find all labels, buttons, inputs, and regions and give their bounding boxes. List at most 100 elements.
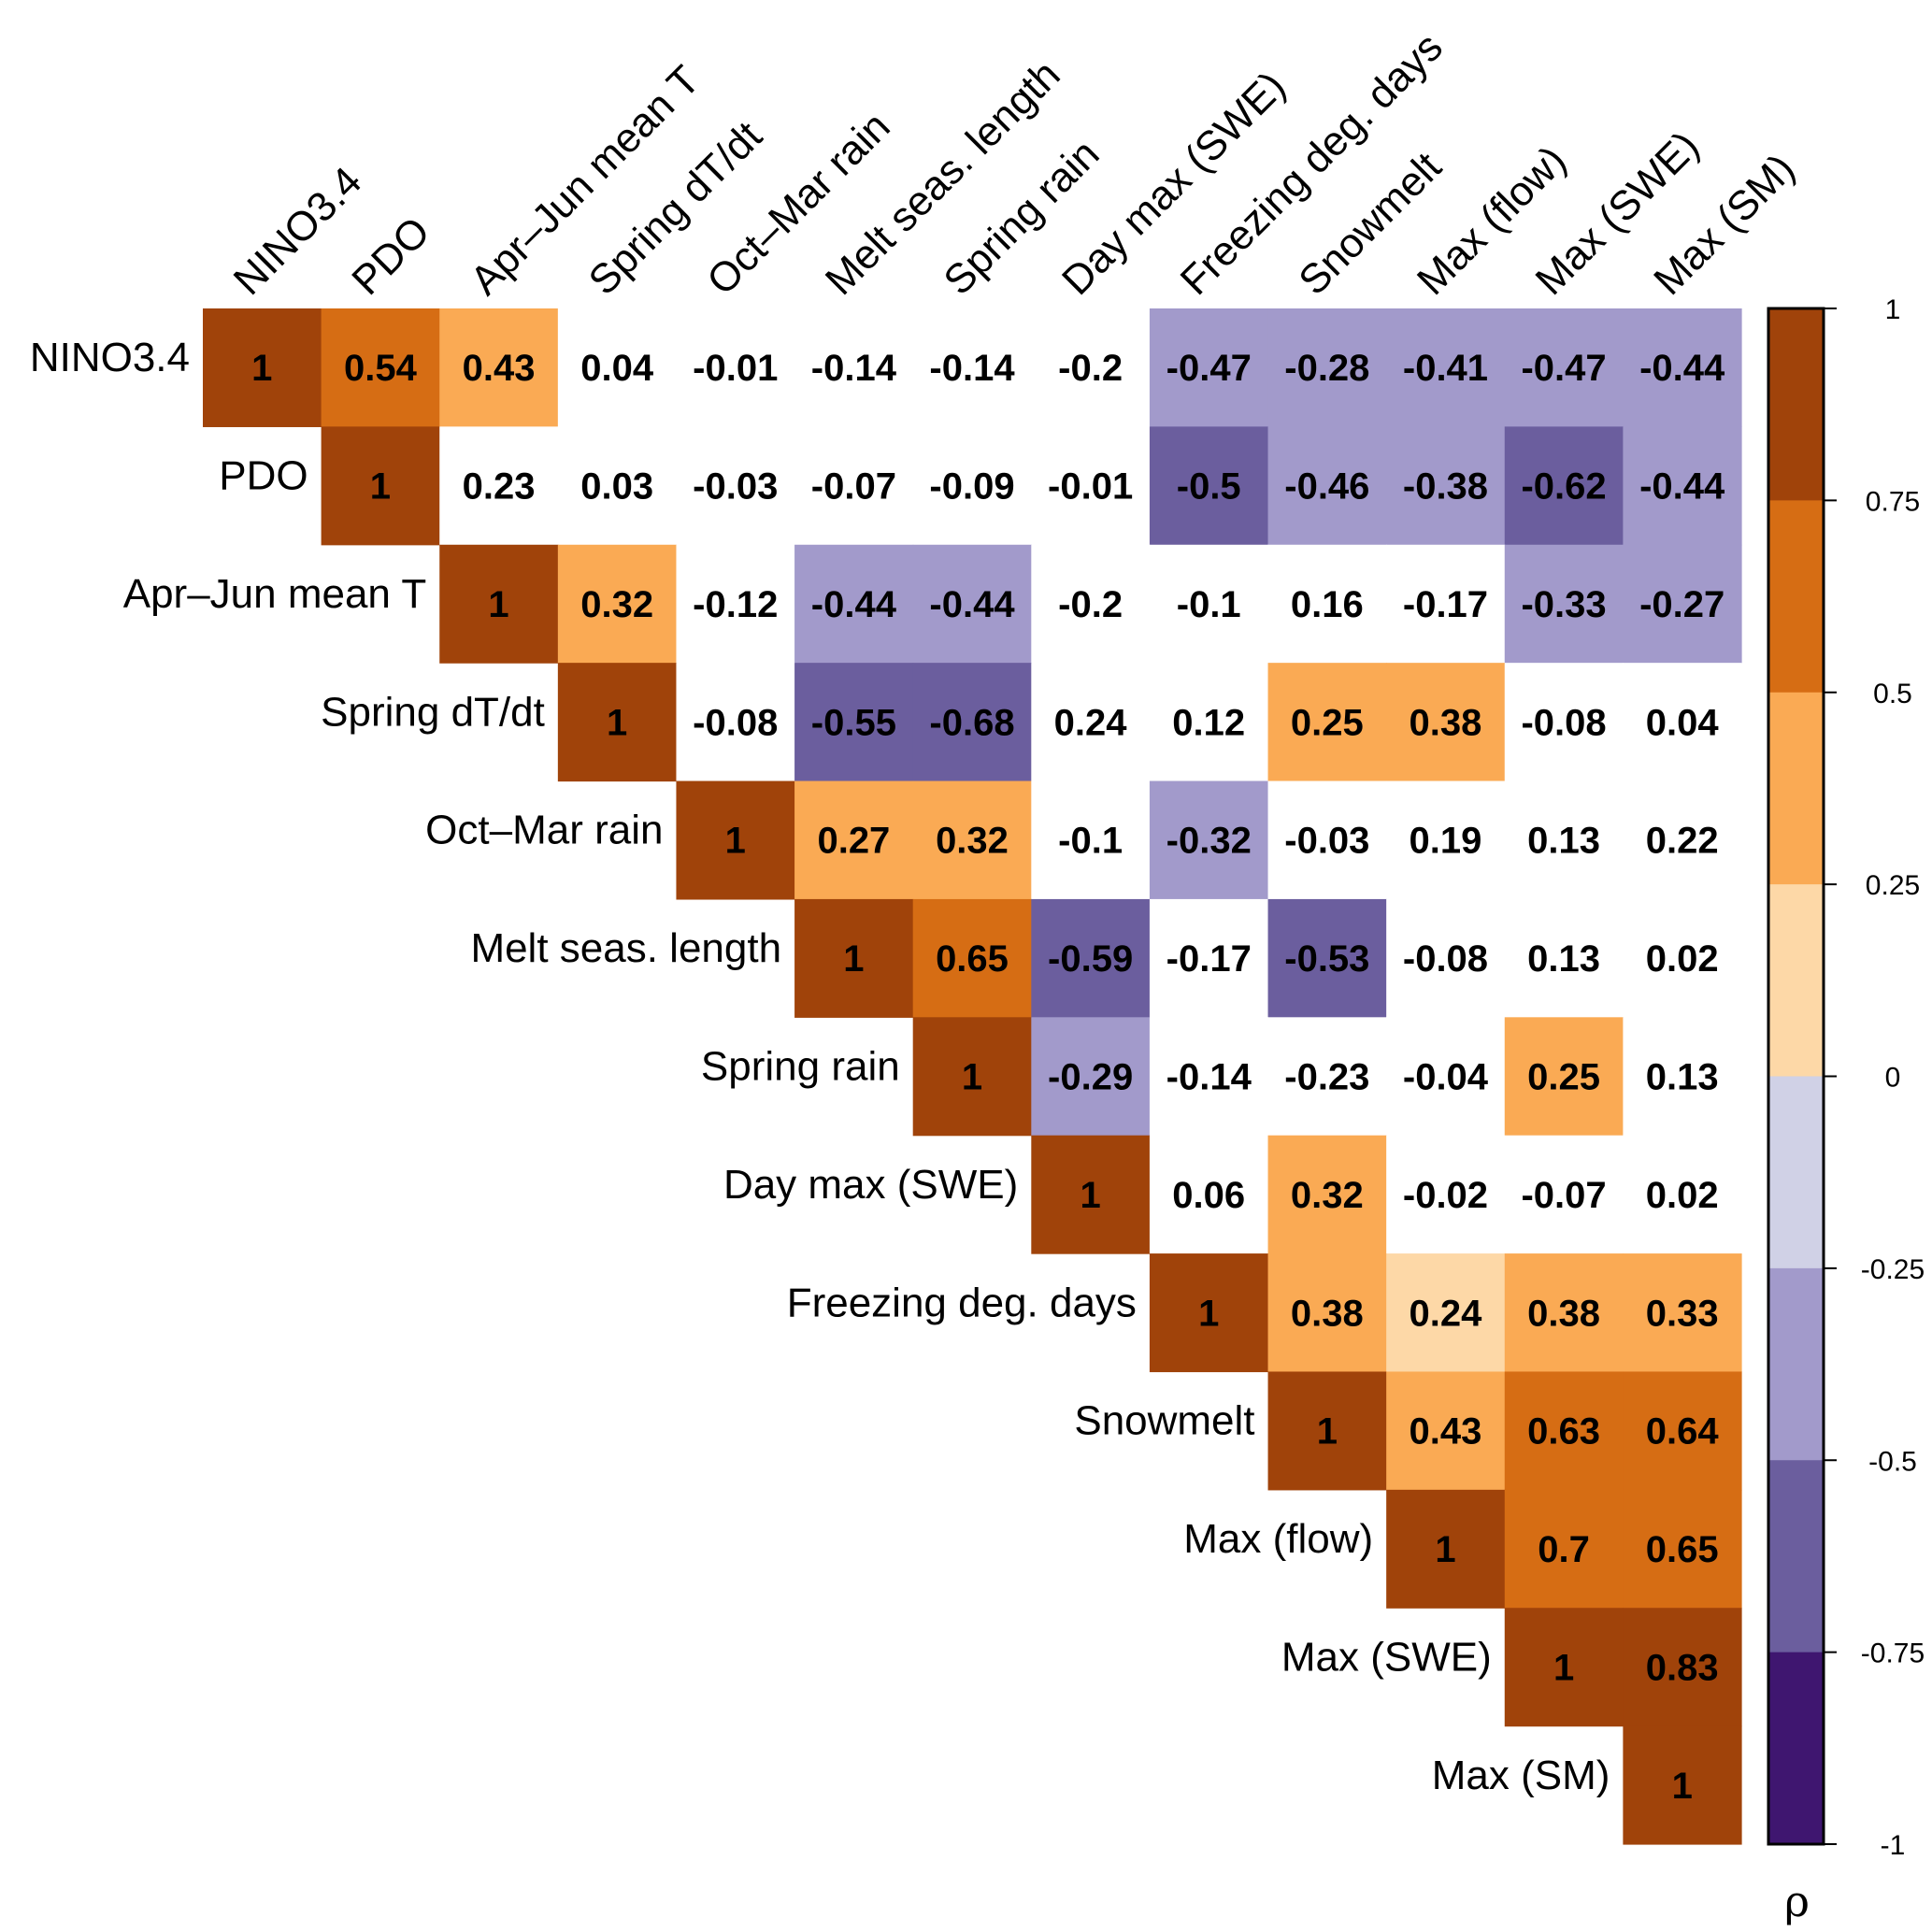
heatmap-cell: [1504, 308, 1624, 427]
colorbar-bin: [1768, 884, 1824, 1077]
heatmap-cell: [1504, 426, 1624, 546]
cell-value-label: 0.04: [1646, 702, 1720, 743]
heatmap-cell: [1149, 308, 1269, 427]
cell-value-label: -0.04: [1403, 1057, 1489, 1098]
colorbar-bin: [1768, 692, 1824, 885]
cell-value-label: -0.55: [811, 702, 896, 743]
heatmap-cell: [557, 426, 678, 546]
cell-value-label: 0.02: [1646, 938, 1719, 980]
heatmap-cell: [1149, 426, 1269, 546]
heatmap-cell: [912, 426, 1032, 546]
heatmap-cell: [1149, 1017, 1269, 1137]
cell-value-label: 1: [1553, 1647, 1574, 1688]
cell-value-label: 1: [843, 938, 864, 980]
heatmap-cell: [1149, 663, 1269, 782]
cell-value-label: 1: [607, 702, 627, 743]
cell-value-label: -0.03: [1284, 821, 1369, 862]
heatmap-cell: [1623, 1253, 1742, 1373]
heatmap-cell: [1267, 1017, 1387, 1137]
cell-value-label: -0.5: [1177, 466, 1241, 508]
row-label: Snowmelt: [1074, 1398, 1254, 1444]
cell-value-label: -0.14: [1166, 1057, 1252, 1098]
heatmap-cell: [794, 780, 914, 900]
heatmap-cell: [1386, 780, 1506, 900]
colorbar-bin: [1768, 1652, 1824, 1845]
heatmap-cell: [1504, 1253, 1624, 1373]
cell-value-label: 1: [488, 584, 508, 625]
heatmap-cell: [1149, 780, 1269, 900]
heatmap-cell: [557, 544, 678, 664]
heatmap-cell: [794, 898, 914, 1018]
heatmap-cell: [912, 780, 1032, 900]
colorbar-tick-label: 0: [1885, 1063, 1901, 1094]
cell-value-label: 0.02: [1646, 1175, 1719, 1216]
heatmap-cell: [1386, 1253, 1506, 1373]
heatmap-cell: [439, 308, 559, 427]
cell-value-label: -0.44: [1639, 466, 1725, 508]
heatmap-cells: [203, 308, 1742, 1845]
cell-value-label: -0.38: [1403, 466, 1488, 508]
heatmap-cell: [1031, 1135, 1151, 1254]
cell-value-label: -0.33: [1521, 584, 1606, 625]
cell-value-label: -0.32: [1166, 821, 1252, 862]
heatmap-cell: [676, 544, 795, 664]
row-label: Oct–Mar rain: [425, 808, 663, 853]
colorbar-bin: [1768, 308, 1824, 501]
row-label: Melt seas. length: [470, 925, 781, 971]
heatmap-cell: [1149, 1135, 1269, 1254]
heatmap-cell: [1623, 1608, 1742, 1727]
heatmap-cell: [1386, 1017, 1506, 1137]
cell-value-label: 1: [725, 821, 746, 862]
cell-value-label: -0.17: [1166, 938, 1252, 980]
cell-value-label: -0.1: [1058, 821, 1123, 862]
cell-value-label: -0.2: [1058, 348, 1123, 389]
colorbar: 1 0.75 0.5 0.25 0 -0.25 -0.5 -0.75 -1 ρ: [1767, 294, 1925, 1926]
cell-value-label: 0.7: [1538, 1529, 1590, 1570]
heatmap-cell: [1623, 1135, 1742, 1254]
cell-value-label: -0.17: [1403, 584, 1488, 625]
cell-value-label: -0.08: [693, 702, 778, 743]
heatmap-cell: [1149, 1253, 1269, 1373]
cell-value-label: 0.19: [1410, 821, 1482, 862]
heatmap-cell: [794, 544, 914, 664]
row-label: Day max (SWE): [723, 1162, 1018, 1208]
row-label: Max (flow): [1183, 1516, 1373, 1562]
colorbar-tick-label: 1: [1885, 294, 1901, 325]
heatmap-cell: [1149, 898, 1269, 1018]
cell-value-label: -0.12: [693, 584, 778, 625]
cell-value-label: -0.23: [1284, 1057, 1369, 1098]
cell-value-label: -0.29: [1048, 1057, 1133, 1098]
cell-value-label: 0.24: [1054, 702, 1128, 743]
cell-value-label: -0.46: [1284, 466, 1369, 508]
cell-value-label: 0.13: [1527, 821, 1600, 862]
heatmap-cell: [1267, 1135, 1387, 1254]
heatmap-cell: [1031, 780, 1151, 900]
colorbar-title: ρ: [1784, 1876, 1810, 1926]
cell-value-label: 0.54: [344, 348, 418, 389]
cell-value-label: -0.01: [1048, 466, 1133, 508]
heatmap-cell: [1386, 1489, 1506, 1609]
heatmap-cell: [557, 308, 678, 427]
cell-value-label: -0.59: [1048, 938, 1133, 980]
heatmap-cell: [1623, 544, 1742, 664]
heatmap-cell: [912, 544, 1032, 664]
cell-value-label: 0.65: [1646, 1529, 1719, 1570]
cell-value-label: -0.1: [1177, 584, 1241, 625]
heatmap-cell: [1267, 1371, 1387, 1491]
cell-value-label: 0.43: [463, 348, 536, 389]
heatmap-cell: [912, 308, 1032, 427]
heatmap-cell: [1623, 898, 1742, 1018]
heatmap-cell: [1623, 1371, 1742, 1491]
heatmap-cell: [912, 663, 1032, 782]
cell-value-label: 0.25: [1291, 702, 1364, 743]
cell-value-label: 1: [1672, 1766, 1693, 1807]
heatmap-cell: [912, 1017, 1032, 1137]
cell-value-label: 0.25: [1527, 1057, 1600, 1098]
heatmap-cell: [1623, 1725, 1742, 1845]
cell-value-label: -0.47: [1166, 348, 1252, 389]
cell-value-label: -0.2: [1058, 584, 1123, 625]
cell-value-label: 0.64: [1646, 1411, 1720, 1453]
cell-value-label: -0.08: [1403, 938, 1488, 980]
cell-value-label: 0.13: [1527, 938, 1600, 980]
